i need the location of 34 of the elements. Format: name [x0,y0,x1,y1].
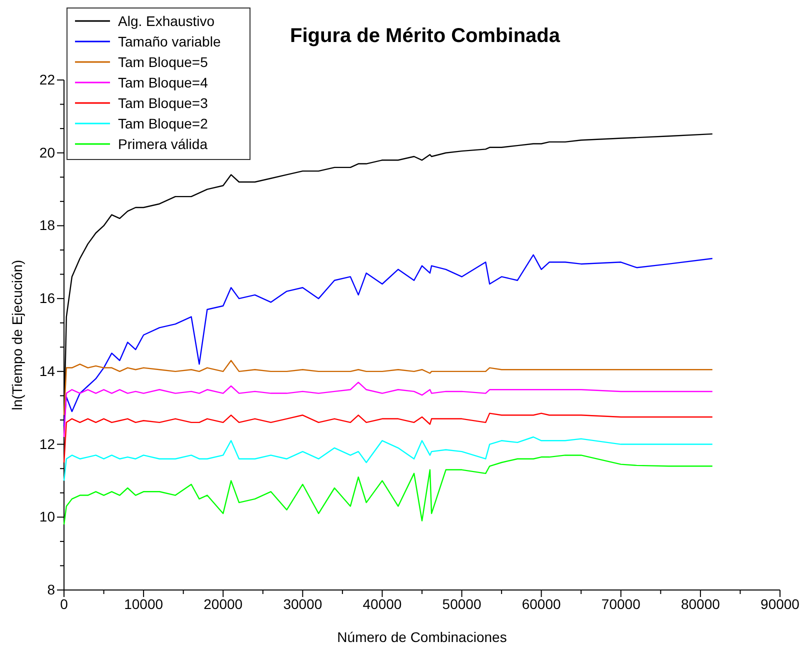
y-tick-label: 10 [39,508,56,525]
y-tick-label: 12 [39,436,56,452]
legend-label: Tam Bloque=3 [118,95,208,111]
x-tick-label: 90000 [760,596,800,612]
line-series [63,360,713,416]
y-tick-label: 22 [39,71,56,88]
y-tick-label: 18 [39,217,56,234]
line-series [63,436,713,482]
legend-label: Alg. Exhaustivo [118,13,215,29]
y-tick-label: 20 [39,144,56,160]
x-tick-label: 50000 [442,596,482,612]
legend-label: Primera válida [118,136,208,152]
x-axis-title: Número de Combinaciones [337,629,507,645]
line-series [63,254,713,427]
y-tick-label: 14 [39,362,56,379]
legend-label: Tamaño variable [118,34,221,50]
chart-title: Figura de Mérito Combinada [290,25,561,47]
x-tick-label: 30000 [283,596,322,612]
x-tick-label: 60000 [522,596,562,612]
line-series [63,412,713,464]
legend-label: Tam Bloque=2 [118,116,208,132]
x-tick-label: 80000 [680,596,720,612]
line-series [63,454,713,526]
x-tick-label: 70000 [601,596,641,612]
x-tick-label: 40000 [362,596,402,612]
line-series [63,382,713,438]
x-tick-label: 10000 [124,596,164,612]
y-tick-label: 16 [39,290,56,306]
legend-label: Tam Bloque=4 [118,74,208,90]
y-axis-title: ln(Tiempo de Ejecución) [9,260,25,410]
x-tick-label: 0 [60,596,68,612]
x-tick-label: 20000 [204,596,243,612]
legend-label: Tam Bloque=5 [118,54,208,70]
y-tick-label: 8 [47,581,56,598]
